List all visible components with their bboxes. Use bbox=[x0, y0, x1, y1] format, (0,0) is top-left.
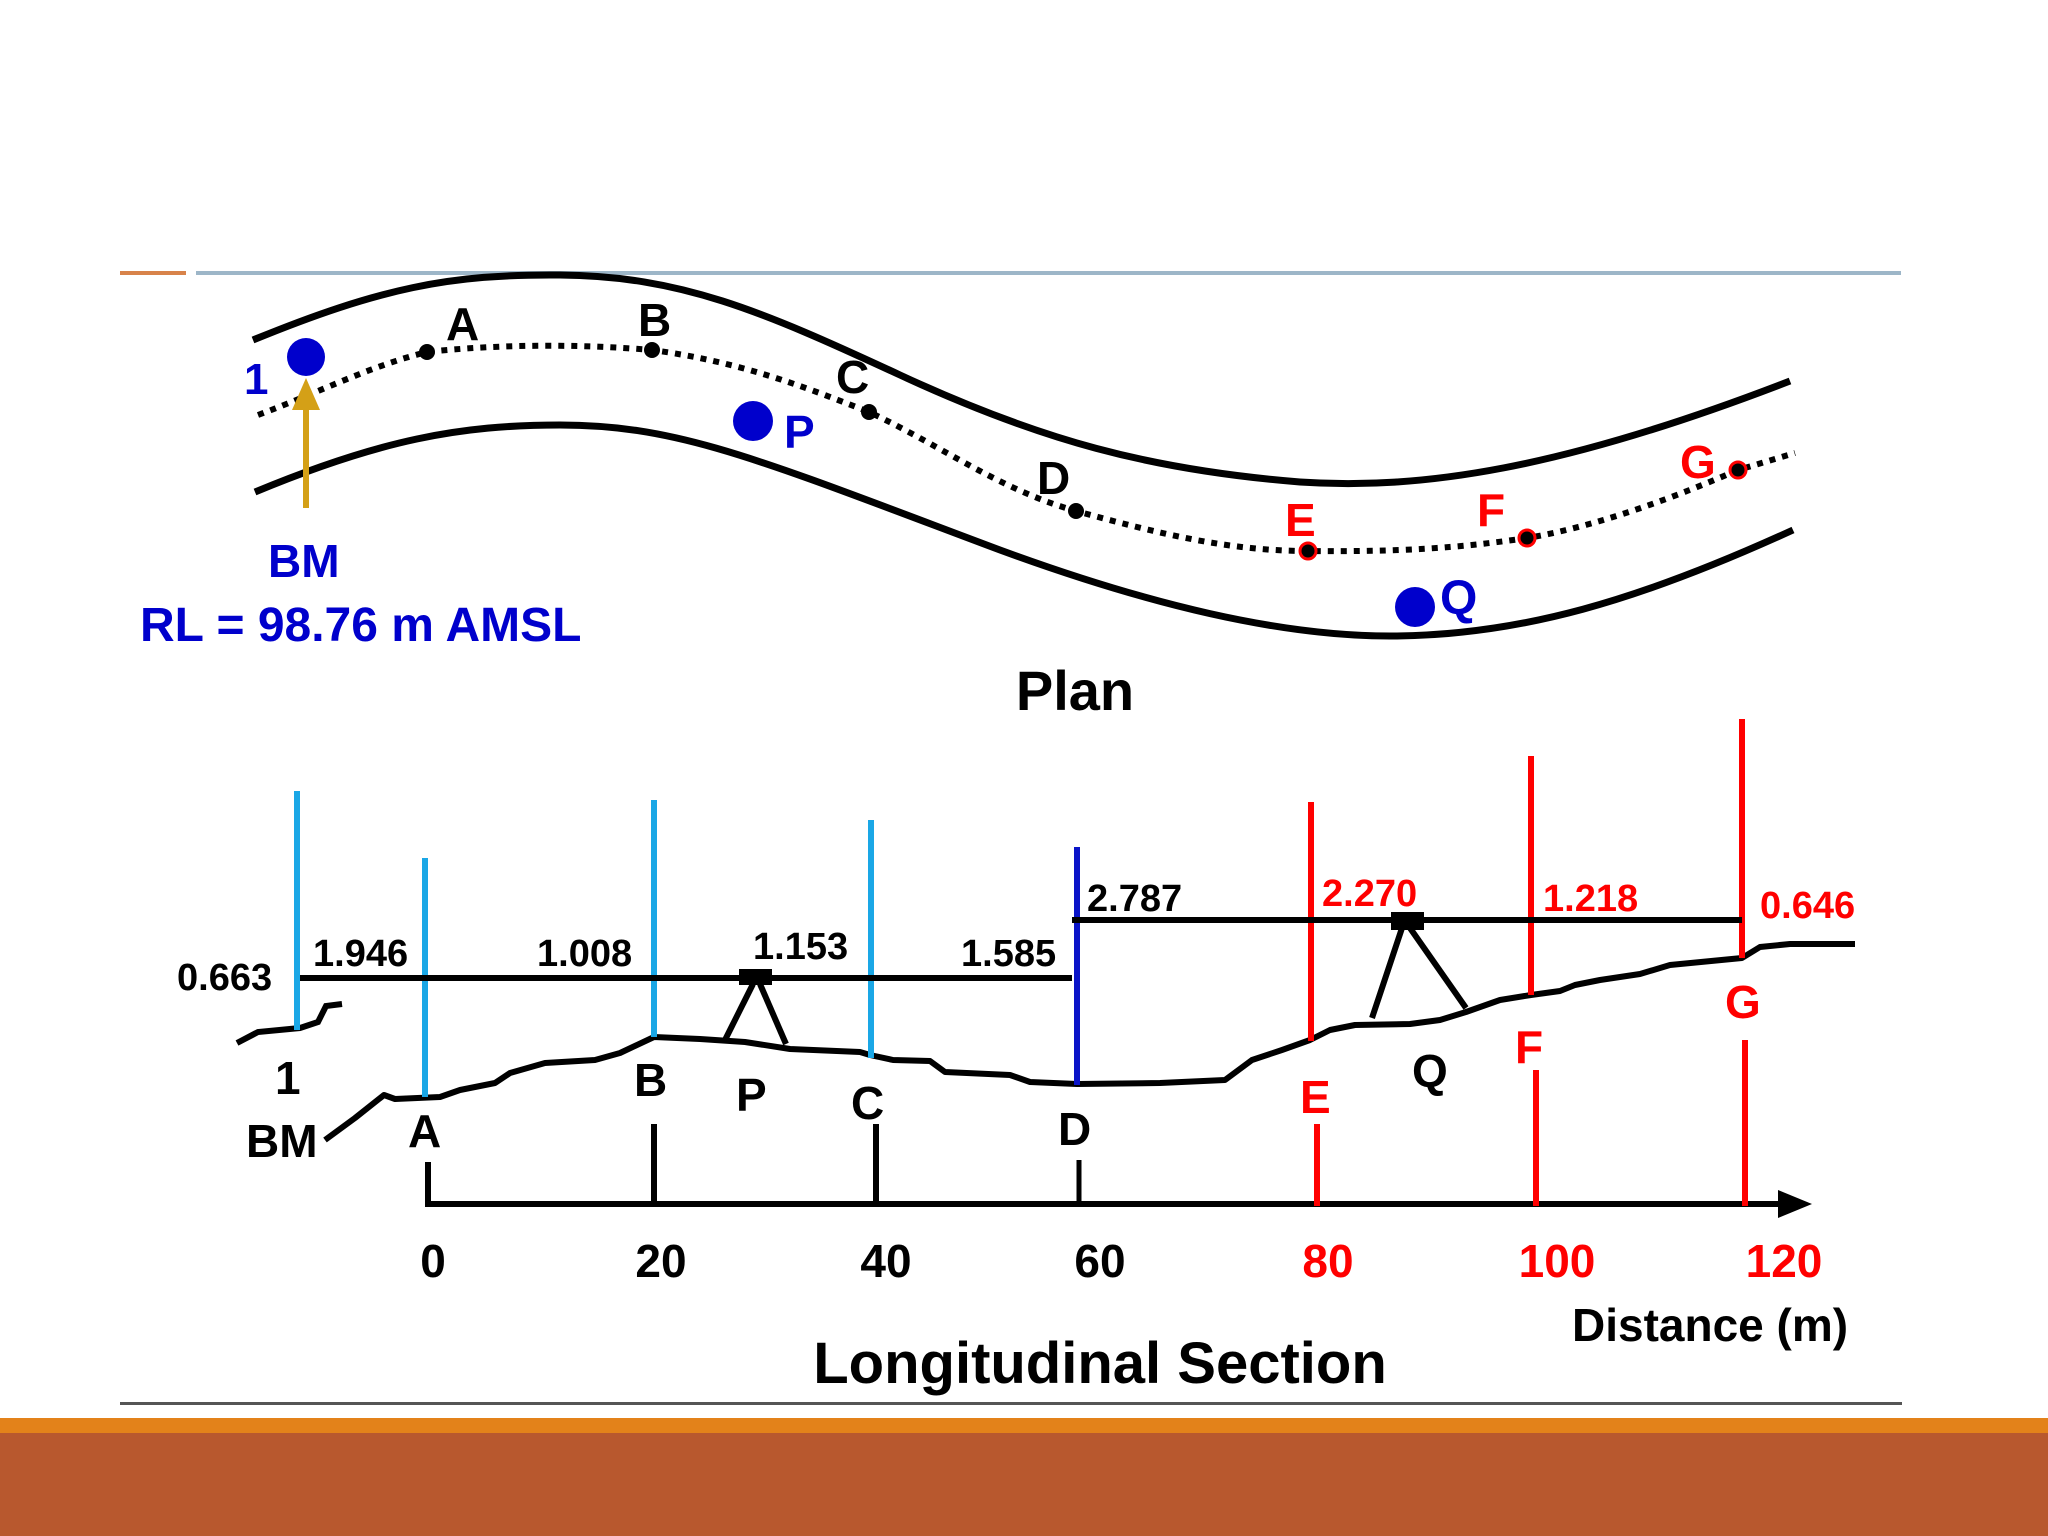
plan-centerline bbox=[256, 342, 1796, 555]
ground-profile bbox=[323, 941, 1855, 1143]
benchmark-label: BM bbox=[268, 535, 340, 587]
plan-point-e-marker bbox=[1298, 541, 1318, 561]
section-label-c: C bbox=[851, 1077, 884, 1129]
section-label-p: P bbox=[736, 1069, 767, 1121]
longitudinal-section: 0.663 1.946 1.008 1.153 1.585 2.787 2.27… bbox=[177, 719, 1855, 1396]
plan-label-c: C bbox=[836, 351, 869, 403]
title-accent-rule bbox=[196, 271, 1901, 275]
reading-c: 1.153 bbox=[753, 926, 848, 968]
plan-view: A B C D E F G 1 BM RL = 98.76 m AMSL P Q… bbox=[140, 271, 1796, 722]
footer-band-orange bbox=[0, 1418, 2048, 1433]
plan-point-b-marker bbox=[644, 342, 660, 358]
axis-tick-label-60: 60 bbox=[1074, 1235, 1125, 1287]
level-instrument-q-icon bbox=[1369, 912, 1469, 1019]
plan-point-c-marker bbox=[861, 404, 877, 420]
axis-tick-label-20: 20 bbox=[635, 1235, 686, 1287]
reading-bs-1: 0.663 bbox=[177, 957, 272, 999]
section-label-g: G bbox=[1725, 976, 1761, 1028]
axis-tick-label-80: 80 bbox=[1302, 1235, 1353, 1287]
reading-b: 1.008 bbox=[537, 933, 632, 975]
axis-tick-label-100: 100 bbox=[1519, 1235, 1596, 1287]
benchmark-marker bbox=[287, 338, 325, 376]
title-accent-orange bbox=[120, 271, 186, 275]
bm-ground-profile bbox=[235, 1001, 343, 1046]
plan-upper-bank bbox=[251, 271, 1792, 488]
plan-point-d-marker bbox=[1068, 503, 1084, 519]
axis-title: Distance (m) bbox=[1572, 1299, 1848, 1351]
axis-tick-label-120: 120 bbox=[1746, 1235, 1823, 1287]
section-label-q: Q bbox=[1412, 1045, 1448, 1097]
instrument-station-q-marker bbox=[1395, 587, 1435, 627]
plan-point-f-marker bbox=[1517, 528, 1537, 548]
plan-point-a-marker bbox=[419, 344, 435, 360]
section-label-a: A bbox=[408, 1105, 441, 1157]
instrument-station-q-label: Q bbox=[1440, 572, 1477, 625]
instrument-station-p-marker bbox=[733, 401, 773, 441]
footer-band-rust bbox=[0, 1433, 2048, 1536]
plan-lower-bank bbox=[253, 421, 1795, 640]
plan-label-b: B bbox=[638, 294, 671, 346]
reading-e: 2.270 bbox=[1322, 873, 1417, 915]
axis-arrowhead-icon bbox=[1778, 1190, 1812, 1218]
axis-tick-label-0: 0 bbox=[420, 1235, 446, 1287]
reading-f: 1.218 bbox=[1543, 878, 1638, 920]
section-label-b: B bbox=[634, 1054, 667, 1106]
plan-label-f: F bbox=[1477, 484, 1505, 536]
plan-point-g-marker bbox=[1728, 460, 1748, 480]
section-label-1: 1 bbox=[275, 1052, 301, 1104]
benchmark-arrow-icon bbox=[292, 378, 320, 508]
plan-label-g: G bbox=[1680, 436, 1716, 488]
level-instrument-p-icon bbox=[721, 969, 789, 1046]
section-label-d: D bbox=[1058, 1103, 1091, 1155]
benchmark-rl: RL = 98.76 m AMSL bbox=[140, 599, 582, 652]
reading-d-fs: 1.585 bbox=[961, 933, 1056, 975]
reading-a: 1.946 bbox=[313, 933, 408, 975]
section-label-bm: BM bbox=[246, 1115, 318, 1167]
section-label-e: E bbox=[1300, 1071, 1331, 1123]
reading-g: 0.646 bbox=[1760, 885, 1855, 927]
reading-d-bs: 2.787 bbox=[1087, 878, 1182, 920]
plan-title: Plan bbox=[1016, 659, 1134, 722]
instrument-station-p-label: P bbox=[784, 406, 815, 458]
footer-rule bbox=[120, 1402, 1902, 1405]
plan-label-d: D bbox=[1037, 452, 1070, 504]
section-label-f: F bbox=[1515, 1021, 1543, 1073]
plan-label-e: E bbox=[1285, 494, 1316, 546]
plan-label-a: A bbox=[446, 298, 479, 350]
plan-station-1-label: 1 bbox=[244, 355, 268, 404]
axis-tick-label-40: 40 bbox=[860, 1235, 911, 1287]
section-title: Longitudinal Section bbox=[813, 1331, 1387, 1396]
